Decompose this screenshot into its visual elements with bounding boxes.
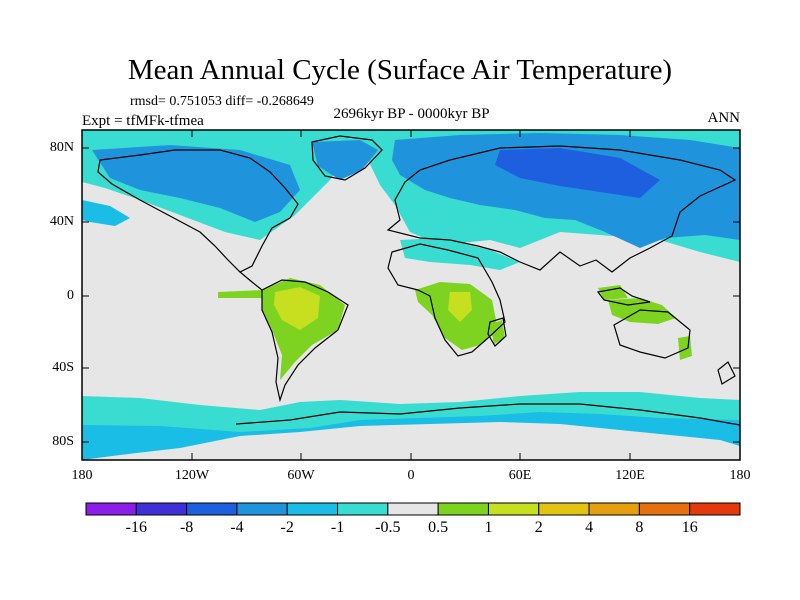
lat-ticks — [82, 147, 740, 443]
map-fields — [82, 130, 740, 460]
lon-label-120e: 120E — [615, 468, 645, 483]
colorbar — [85, 502, 741, 516]
lat-label-80n: 80N — [49, 140, 74, 155]
colorbar-label: 0.5 — [428, 519, 449, 536]
colorbar-box — [387, 502, 439, 516]
field-pacific-strip — [218, 290, 262, 298]
colorbar-label: -1 — [330, 519, 345, 536]
colorbar-label: -0.5 — [375, 519, 401, 536]
colorbar-box — [236, 502, 288, 516]
colorbar-label: -2 — [280, 519, 294, 536]
colorbar-label: 2 — [534, 519, 543, 536]
field-australia-east — [678, 336, 692, 360]
colorbar-box — [186, 502, 238, 516]
colorbar-box — [487, 502, 540, 516]
coastlines — [97, 135, 740, 426]
lon-label-180w: 180 — [71, 468, 93, 483]
colorbar-box — [689, 502, 741, 516]
field-eurasia-deep — [495, 148, 660, 198]
lon-label-60w: 60W — [287, 468, 315, 483]
colorbar-box — [538, 502, 590, 516]
colorbar-label: 8 — [635, 519, 644, 536]
season-label: ANN — [707, 110, 741, 126]
field-africa-east — [448, 292, 472, 322]
colorbar-box — [286, 502, 339, 516]
lon-ticks — [81, 130, 741, 460]
colorbar-box — [135, 502, 188, 516]
lat-label-40n: 40N — [49, 214, 74, 229]
field-north-america — [92, 145, 300, 222]
colorbar-label: 16 — [681, 519, 698, 536]
field-antarctic-gray — [82, 422, 740, 460]
colorbar-label: 1 — [484, 519, 493, 536]
lon-label-0: 0 — [407, 468, 415, 483]
colorbar-box — [588, 502, 640, 516]
colorbar-box — [638, 502, 691, 516]
lon-label-120w: 120W — [174, 468, 210, 483]
period-text: 2696kyr BP - 0000kyr BP — [333, 106, 490, 122]
field-eurasia — [392, 133, 740, 248]
field-amazon — [274, 287, 320, 330]
lat-label-80s: 80S — [52, 434, 74, 449]
field-pacific — [82, 200, 130, 226]
stats-text: rmsd= 0.751053 diff= -0.268649 — [130, 94, 314, 109]
chart-title: Mean Annual Cycle (Surface Air Temperatu… — [127, 54, 673, 86]
lon-label-180e: 180 — [729, 468, 751, 483]
experiment-label: Expt = tfMFk-tfmea — [82, 113, 204, 129]
lat-label-eq: 0 — [67, 288, 74, 303]
colorbar-label: 4 — [585, 519, 594, 536]
colorbar-label: -8 — [179, 519, 194, 536]
lon-label-60e: 60E — [508, 468, 532, 483]
lat-label-40s: 40S — [52, 360, 74, 375]
colorbar-label: -16 — [125, 519, 147, 536]
colorbar-box — [337, 502, 389, 516]
colorbar-box — [85, 502, 137, 516]
colorbar-box — [437, 502, 489, 516]
colorbar-label: -4 — [230, 519, 244, 536]
